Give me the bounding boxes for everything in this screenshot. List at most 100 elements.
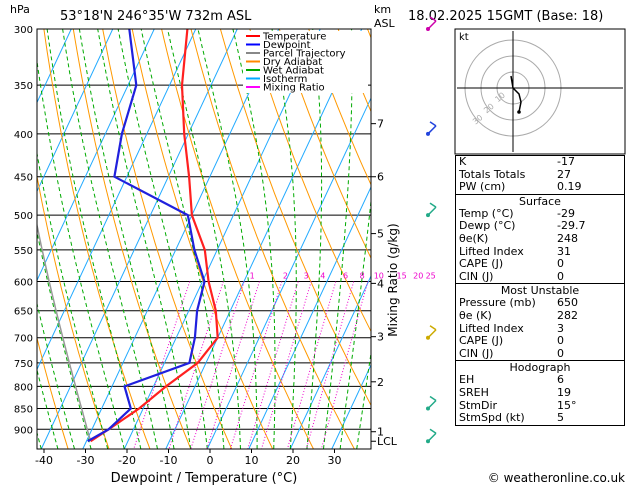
wet-adiabat-line xyxy=(167,29,241,449)
index-value: 282 xyxy=(557,308,578,322)
surface-box: Surface Temp (°C) -29 Dewp (°C) -29.7 θe(K) 2… xyxy=(455,193,625,285)
wet-adiabat-line xyxy=(37,301,75,449)
index-value: -29.7 xyxy=(557,219,586,233)
mixing-ratio-label: 6 xyxy=(343,272,348,281)
mixing-ratio-line xyxy=(229,281,283,449)
pressure-tick-label: 600 xyxy=(14,278,33,289)
height-tick-label: 7 xyxy=(377,118,384,131)
dry-adiabat-line xyxy=(37,173,110,449)
wet-adiabat-line xyxy=(37,229,92,449)
mixing-ratio-label: 25 xyxy=(426,272,436,281)
index-label: CIN (J) xyxy=(459,269,494,283)
isotherm-line xyxy=(82,29,280,449)
copyright: © weatheronline.co.uk xyxy=(488,471,625,485)
wind-barb-base xyxy=(426,131,430,136)
x-axis-label: Dewpoint / Temperature (°C) xyxy=(111,471,298,486)
location-title: 53°18'N 246°35'W 732m ASL xyxy=(60,9,252,24)
index-value: 0 xyxy=(557,257,564,271)
pressure-tick-label: 400 xyxy=(14,130,33,141)
hodograph-title: Hodograph xyxy=(509,361,571,375)
dry-adiabat-line xyxy=(249,29,371,333)
legend-label: Wet Adiabat xyxy=(263,66,324,77)
wet-adiabat-line xyxy=(339,197,371,449)
index-label: Pressure (mb) xyxy=(459,296,536,310)
height-tick-label: 4 xyxy=(377,277,384,290)
wet-adiabat-line xyxy=(306,29,323,449)
wet-adiabat-line xyxy=(356,349,371,449)
temperature-line xyxy=(89,29,219,443)
index-value: 248 xyxy=(557,231,578,245)
index-row: Temp (°C) -29 xyxy=(456,207,624,221)
wet-adiabat-line xyxy=(62,29,158,449)
index-row: SREH 19 xyxy=(456,386,624,400)
mixing-ratio-label: 10 xyxy=(374,272,384,281)
wind-barb-flag xyxy=(429,202,437,208)
index-value: 3 xyxy=(557,321,564,335)
mixing-ratio-label: 20 xyxy=(413,272,423,281)
wet-adiabat-line xyxy=(78,29,175,449)
legend-label: Temperature xyxy=(262,32,326,43)
index-row: StmSpd (kt) 5 xyxy=(456,411,624,425)
hodograph-unit-label: kt xyxy=(459,32,469,43)
isotherm-line xyxy=(37,29,155,282)
legend-label: Parcel Trajectory xyxy=(263,49,346,60)
pressure-tick-label: 500 xyxy=(14,211,33,222)
height-tick-label: 3 xyxy=(377,331,384,344)
wind-barb-base xyxy=(426,27,430,31)
hodograph-trace xyxy=(510,75,522,113)
dry-adiabat-line xyxy=(308,29,371,186)
wet-adiabat-line xyxy=(117,29,208,449)
plot-frame xyxy=(36,28,372,450)
height-tick-label: 2 xyxy=(377,376,384,389)
y-axis-label-right: Mixing Ratio (g/kg) xyxy=(386,223,400,336)
height-tick-label: 5 xyxy=(377,228,384,241)
index-label: CIN (J) xyxy=(459,346,494,360)
index-value: 0.19 xyxy=(557,180,582,194)
index-value: 5 xyxy=(557,411,564,425)
temperature-tick-label: 30 xyxy=(328,454,342,467)
dry-adiabat-line xyxy=(161,29,314,449)
index-label: Lifted Index xyxy=(459,244,524,258)
height-tick-label: LCL xyxy=(377,435,398,448)
legend-box xyxy=(243,31,368,93)
wind-barb-base xyxy=(426,213,430,218)
index-row: θe (K) 282 xyxy=(456,308,624,323)
pressure-tick-label: 800 xyxy=(14,382,33,393)
isotherm-line xyxy=(165,29,363,449)
temperature-tick-label: 20 xyxy=(286,454,300,467)
index-value: 31 xyxy=(557,244,571,258)
isotherm-line xyxy=(248,185,371,449)
hodograph-storm-point xyxy=(517,110,521,114)
dry-adiabat-line xyxy=(43,29,151,449)
dry-adiabat-line xyxy=(37,335,69,449)
index-value: 15° xyxy=(557,398,577,412)
isotherm-line xyxy=(37,29,114,193)
mixing-ratio-label: 1 xyxy=(250,272,255,281)
most-unstable-box: Most Unstable Pressure (mb) 650 θe (K) 282 L… xyxy=(455,283,625,362)
mixing-ratio-line xyxy=(261,281,312,449)
index-row: StmDir 15° xyxy=(456,398,624,413)
index-row: EH 6 xyxy=(456,374,624,387)
mixing-ratio-line xyxy=(305,281,355,449)
index-value: 650 xyxy=(557,296,578,310)
mixing-ratio-line xyxy=(320,281,369,449)
wet-adiabat-line xyxy=(140,29,225,449)
index-row: Lifted Index 31 xyxy=(456,244,624,259)
pressure-tick-label: 650 xyxy=(14,307,33,318)
legend-label: Isotherm xyxy=(263,74,307,85)
dry-adiabat-line xyxy=(190,29,355,449)
wind-barb-base xyxy=(426,406,430,411)
temperature-tick-label: -40 xyxy=(35,454,53,467)
index-label: K xyxy=(459,155,467,168)
index-row: CIN (J) 0 xyxy=(456,269,624,284)
index-label: CAPE (J) xyxy=(459,257,504,271)
wind-barb-flag xyxy=(429,395,437,402)
index-label: Lifted Index xyxy=(459,321,524,335)
pressure-tick-label: 550 xyxy=(14,246,33,257)
parcel-trajectory-line xyxy=(37,221,92,442)
wet-adiabat-line xyxy=(232,29,276,449)
wet-adiabat-line xyxy=(197,29,258,449)
hpa-label: hPa xyxy=(10,3,30,16)
dewpoint-line xyxy=(87,29,206,443)
temperature-tick-label: -30 xyxy=(77,454,95,467)
